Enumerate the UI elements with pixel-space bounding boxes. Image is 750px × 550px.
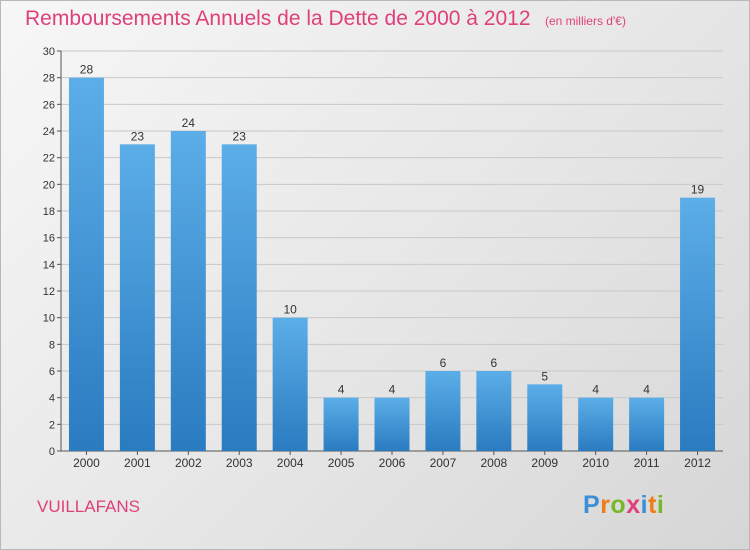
bar (680, 197, 716, 451)
x-tick-label: 2007 (430, 456, 457, 470)
logo-letter: t (648, 491, 657, 519)
proxiti-logo: Proxiti (583, 491, 664, 520)
logo-letter: P (583, 491, 601, 519)
data-label: 23 (131, 129, 145, 143)
y-tick-label: 16 (43, 233, 55, 245)
x-tick-label: 2002 (175, 456, 202, 470)
bar (425, 371, 461, 451)
data-label: 4 (389, 383, 396, 397)
x-tick-label: 2004 (277, 456, 304, 470)
x-tick-label: 2009 (531, 456, 558, 470)
logo-letter: r (600, 491, 611, 519)
logo-letter: x (626, 491, 641, 519)
data-label: 19 (691, 183, 705, 197)
y-tick-label: 2 (49, 419, 55, 431)
y-tick-label: 22 (43, 153, 55, 165)
data-label: 10 (283, 303, 297, 317)
chart-title: Remboursements Annuels de la Dette de 20… (25, 7, 531, 30)
x-tick-label: 2011 (634, 456, 660, 470)
bar (323, 397, 359, 451)
y-tick-label: 0 (49, 446, 55, 458)
data-label: 28 (80, 63, 94, 77)
y-tick-label: 14 (43, 259, 55, 271)
bar (119, 144, 155, 452)
bar (476, 371, 512, 451)
y-tick-label: 6 (49, 366, 55, 378)
bar (272, 317, 308, 451)
bar (221, 144, 257, 452)
data-label: 6 (440, 356, 447, 370)
y-tick-label: 30 (43, 46, 55, 58)
y-tick-label: 28 (43, 73, 55, 85)
x-tick-label: 2008 (480, 456, 507, 470)
logo-letter: i (640, 491, 649, 519)
data-label: 4 (592, 383, 599, 397)
bar (578, 397, 614, 451)
bar (374, 397, 410, 451)
x-tick-label: 2010 (582, 456, 609, 470)
commune-name: VUILLAFANS (37, 497, 140, 516)
data-label: 4 (338, 383, 345, 397)
data-label: 24 (182, 116, 196, 130)
y-tick-label: 4 (49, 393, 55, 405)
y-tick-label: 26 (43, 99, 55, 111)
x-tick-label: 2000 (73, 456, 100, 470)
logo-letter: o (610, 491, 627, 519)
data-label: 5 (541, 369, 548, 383)
y-tick-label: 20 (43, 179, 55, 191)
title-row: Remboursements Annuels de la Dette de 20… (25, 7, 626, 31)
bar (629, 397, 665, 451)
bar (68, 77, 104, 452)
logo-letter: i (656, 491, 665, 519)
y-tick-label: 24 (43, 126, 55, 138)
data-label: 4 (643, 383, 650, 397)
data-label: 23 (233, 129, 247, 143)
x-tick-label: 2001 (124, 456, 151, 470)
y-tick-label: 10 (43, 313, 55, 325)
x-tick-label: 2003 (226, 456, 253, 470)
x-tick-label: 2006 (379, 456, 406, 470)
y-tick-label: 18 (43, 206, 55, 218)
bar (170, 131, 206, 451)
y-tick-label: 8 (49, 339, 55, 351)
y-tick-label: 12 (43, 286, 55, 298)
data-label: 6 (491, 356, 498, 370)
x-tick-label: 2005 (328, 456, 355, 470)
bar (527, 384, 563, 451)
chart-unit: (en milliers d'€) (544, 14, 626, 28)
x-tick-label: 2012 (684, 456, 711, 470)
